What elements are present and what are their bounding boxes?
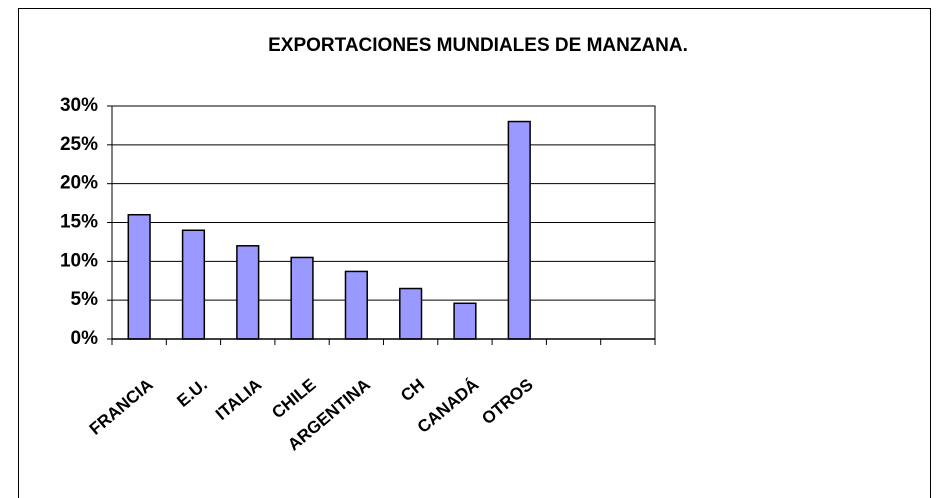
bar [127,213,151,340]
y-tick-label: 0% [71,328,99,349]
y-tick-label: 5% [71,289,99,310]
y-tick-label: 10% [60,250,98,271]
chart-title: EXPORTACIONES MUNDIALES DE MANZANA. [268,35,688,56]
bar [399,287,423,340]
y-tick-label: 15% [60,212,98,233]
bar [507,120,531,340]
bar [290,256,314,340]
bar [453,302,477,340]
y-tick-label: 25% [60,134,98,155]
bar [344,270,368,340]
bar [181,229,206,340]
y-tick-label: 30% [60,95,98,116]
bar [236,245,260,340]
y-tick-label: 20% [60,173,98,194]
